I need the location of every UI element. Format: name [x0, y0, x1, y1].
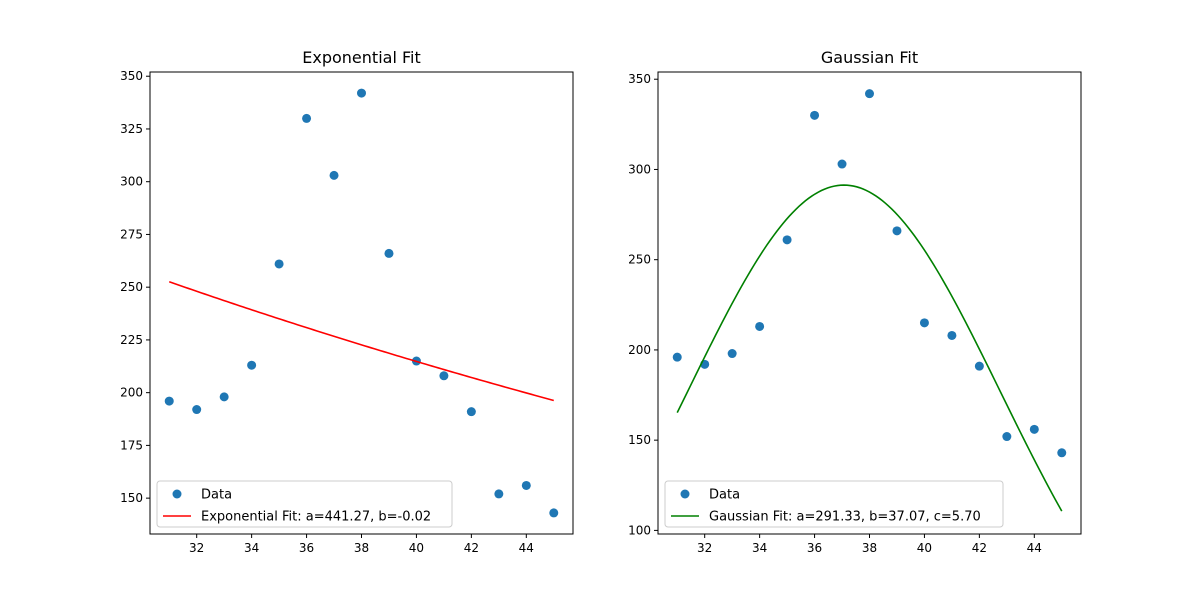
exponential-fit-chart: Exponential Fit 32 34 36 38 40 42 44 150 175 200 22… [120, 48, 574, 555]
data-point [755, 321, 765, 331]
data-point [865, 89, 874, 99]
legend-entry-label: Data [709, 488, 740, 503]
data-point [439, 371, 449, 381]
x-tick-label: 40 [409, 541, 424, 555]
y-tick-label: 350 [120, 69, 143, 83]
legend-entry-label: Data [201, 488, 232, 503]
x-tick-label: 32 [697, 541, 712, 555]
data-point [919, 318, 929, 328]
x-tick-label: 32 [189, 541, 204, 555]
y-tick-label: 250 [120, 280, 143, 294]
y-tick-label: 200 [628, 343, 651, 357]
data-point [549, 508, 559, 518]
x-tick-label: 44 [1027, 541, 1042, 555]
data-point [782, 235, 792, 245]
x-tick-label: 34 [752, 541, 767, 555]
y-tick-label: 150 [628, 433, 651, 447]
data-point [892, 226, 902, 236]
data-point [274, 259, 284, 269]
x-tick-label: 42 [464, 541, 479, 555]
data-point [837, 159, 847, 169]
data-point [466, 407, 476, 417]
axes-frame [657, 71, 1082, 535]
y-tick-label: 100 [628, 523, 651, 537]
data-point [947, 330, 957, 340]
axes-frame [149, 71, 574, 535]
chart-title: Gaussian Fit [821, 48, 918, 67]
legend-marker-swatch [680, 489, 690, 499]
x-tick-label: 36 [807, 541, 822, 555]
legend-box [156, 480, 453, 528]
y-tick-label: 250 [628, 253, 651, 267]
y-tick-label: 225 [120, 333, 143, 347]
data-point [219, 392, 229, 402]
y-tick-label: 350 [628, 72, 651, 86]
y-tick-label: 300 [628, 162, 651, 176]
y-tick-label: 275 [120, 227, 143, 241]
data-point [357, 88, 366, 98]
data-point [810, 110, 820, 120]
fit-line [676, 184, 1063, 512]
y-tick-label: 150 [120, 491, 143, 505]
data-point [384, 248, 394, 258]
y-tick-label: 325 [120, 122, 143, 136]
x-tick-label: 36 [299, 541, 314, 555]
legend-marker-swatch [172, 489, 182, 499]
data-point [164, 396, 174, 406]
data-point [672, 352, 682, 362]
data-point [1029, 424, 1039, 434]
chart-title: Exponential Fit [302, 48, 420, 67]
y-tick-label: 300 [120, 175, 143, 189]
data-point [192, 405, 202, 415]
y-tick-label: 200 [120, 386, 143, 400]
fit-line [168, 281, 554, 402]
data-point [494, 489, 504, 499]
data-point [247, 360, 257, 370]
x-tick-label: 38 [862, 541, 877, 555]
x-tick-label: 38 [354, 541, 369, 555]
legend-entry-label: Gaussian Fit: a=291.33, b=37.07, c=5.70 [709, 510, 981, 525]
data-point [329, 170, 339, 180]
data-point [302, 113, 312, 123]
data-point [521, 480, 531, 490]
data-point [1002, 432, 1012, 442]
x-tick-label: 34 [244, 541, 259, 555]
x-tick-label: 44 [519, 541, 534, 555]
data-point [974, 361, 984, 371]
data-point [727, 349, 737, 359]
x-tick-label: 40 [917, 541, 932, 555]
data-point [1057, 448, 1067, 458]
gaussian-fit-chart: Gaussian Fit 32 34 36 38 40 42 44 100 150 200 250 30… [628, 48, 1082, 555]
legend-entry-label: Exponential Fit: a=441.27, b=-0.02 [201, 510, 431, 525]
x-tick-label: 42 [972, 541, 987, 555]
y-tick-label: 175 [120, 438, 143, 452]
legend-box [664, 480, 1004, 528]
